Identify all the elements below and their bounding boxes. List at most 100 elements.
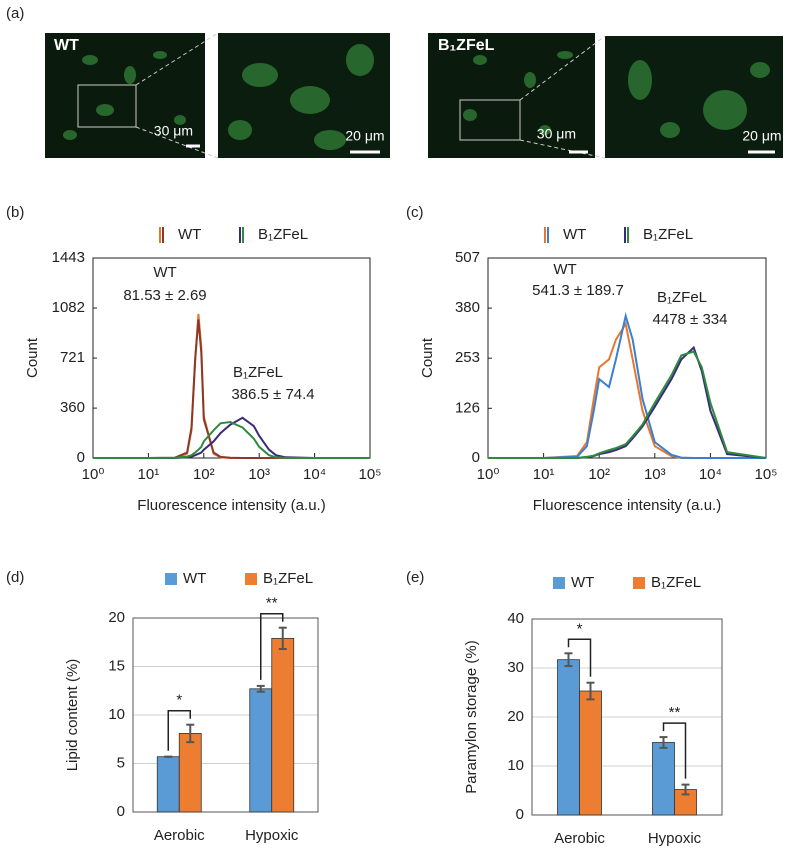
legend-label: WT xyxy=(183,570,206,587)
y-tick-label: 10 xyxy=(507,757,524,774)
y-tick-label: 0 xyxy=(472,449,480,466)
legend-label: B₁ZFeL xyxy=(258,226,308,243)
annotation: B₁ZFeL xyxy=(233,364,283,381)
legend-swatch xyxy=(633,577,645,589)
significance-bracket xyxy=(260,612,284,680)
x-tick-label: 10⁰ xyxy=(477,466,500,483)
y-axis-label: Lipid content (%) xyxy=(64,659,81,772)
x-tick-label: 10⁰ xyxy=(82,466,105,483)
series-line xyxy=(93,420,370,459)
y-tick-label: 0 xyxy=(516,806,524,823)
x-tick-label: 10⁵ xyxy=(755,466,778,483)
plot-frame xyxy=(132,617,319,813)
annotation: B₁ZFeL xyxy=(657,289,707,306)
series-line xyxy=(488,312,766,459)
legend-label: WT xyxy=(178,226,201,243)
x-tick-label: 10³ xyxy=(644,466,666,483)
legend-label: B₁ZFeL xyxy=(651,574,701,591)
scale-label: 30 μm xyxy=(154,123,193,139)
legend-label: B₁ZFeL xyxy=(643,226,693,243)
zoom-lines xyxy=(135,32,606,159)
x-axis-label: Fluorescence intensity (a.u.) xyxy=(137,497,325,514)
y-tick-label: 721 xyxy=(60,349,85,366)
y-tick-label: 126 xyxy=(455,399,480,416)
y-axis-label: Count xyxy=(419,337,436,378)
y-tick-label: 30 xyxy=(507,659,524,676)
panel-label: (a) xyxy=(6,5,24,22)
y-tick-label: 0 xyxy=(77,449,85,466)
annotation: 4478 ± 334 xyxy=(653,311,728,328)
significance: ** xyxy=(669,704,681,721)
cells xyxy=(63,44,770,150)
bar xyxy=(652,742,675,816)
series-line xyxy=(93,319,370,459)
y-tick-label: 1082 xyxy=(52,299,85,316)
x-tick-label: Aerobic xyxy=(554,830,605,847)
plot-frame xyxy=(487,257,767,459)
bar xyxy=(178,733,202,813)
x-tick-label: 10³ xyxy=(248,466,270,483)
annotation: 541.3 ± 189.7 xyxy=(532,282,624,299)
image-label: B₁ZFeL xyxy=(438,37,495,54)
annotation: WT xyxy=(553,261,576,278)
legend-label: B₁ZFeL xyxy=(263,570,313,587)
x-tick-label: Hypoxic xyxy=(648,830,702,847)
x-axis-label: Fluorescence intensity (a.u.) xyxy=(533,497,721,514)
panel-label: (b) xyxy=(6,204,24,221)
x-tick-label: 10⁴ xyxy=(699,466,722,483)
legend-label: WT xyxy=(571,574,594,591)
significance-bracket xyxy=(167,709,191,751)
legend-label: WT xyxy=(563,226,586,243)
x-tick-label: Aerobic xyxy=(154,827,205,844)
scale-bars xyxy=(186,144,775,154)
series-line xyxy=(93,416,370,459)
significance-bracket xyxy=(567,638,592,677)
series-line xyxy=(488,321,766,459)
y-tick-label: 360 xyxy=(60,399,85,416)
significance-bracket xyxy=(662,722,687,779)
panel-label: (c) xyxy=(406,204,424,221)
y-tick-label: 1443 xyxy=(52,249,85,266)
y-tick-label: 0 xyxy=(117,803,125,820)
image-label: WT xyxy=(54,37,79,54)
y-tick-label: 253 xyxy=(455,349,480,366)
significance: * xyxy=(577,620,583,637)
y-tick-label: 507 xyxy=(455,249,480,266)
x-tick-label: 10² xyxy=(588,466,610,483)
x-tick-label: 10⁴ xyxy=(303,466,326,483)
bar xyxy=(271,637,295,813)
y-tick-label: 20 xyxy=(108,609,125,626)
y-axis-label: Count xyxy=(24,337,41,378)
annotation: WT xyxy=(153,264,176,281)
annotation: 81.53 ± 2.69 xyxy=(123,287,206,304)
y-tick-label: 10 xyxy=(108,706,125,723)
significance: * xyxy=(176,692,182,709)
x-tick-label: 10⁵ xyxy=(359,466,382,483)
series-line xyxy=(488,350,767,459)
y-tick-label: 40 xyxy=(507,610,524,627)
annotation: 386.5 ± 74.4 xyxy=(231,386,314,403)
bar xyxy=(557,659,580,816)
legend-swatch xyxy=(245,573,257,585)
panel-label: (d) xyxy=(6,569,24,586)
bar xyxy=(156,756,180,813)
panel-label: (e) xyxy=(406,569,424,586)
scale-label: 20 μm xyxy=(742,128,781,144)
bar xyxy=(579,690,602,816)
legend-swatch xyxy=(553,577,565,589)
x-tick-label: 10¹ xyxy=(533,466,555,483)
y-tick-label: 20 xyxy=(507,708,524,725)
significance: ** xyxy=(266,595,278,612)
y-tick-label: 15 xyxy=(108,657,125,674)
x-tick-label: 10¹ xyxy=(138,466,160,483)
y-tick-label: 380 xyxy=(455,299,480,316)
plot-frame xyxy=(531,618,723,816)
y-tick-label: 5 xyxy=(117,754,125,771)
scale-label: 30 μm xyxy=(537,126,576,142)
x-tick-label: 10² xyxy=(193,466,215,483)
y-axis-label: Paramylon storage (%) xyxy=(463,640,480,793)
x-tick-label: Hypoxic xyxy=(245,827,299,844)
bar xyxy=(249,688,273,813)
scale-label: 20 μm xyxy=(345,128,384,144)
